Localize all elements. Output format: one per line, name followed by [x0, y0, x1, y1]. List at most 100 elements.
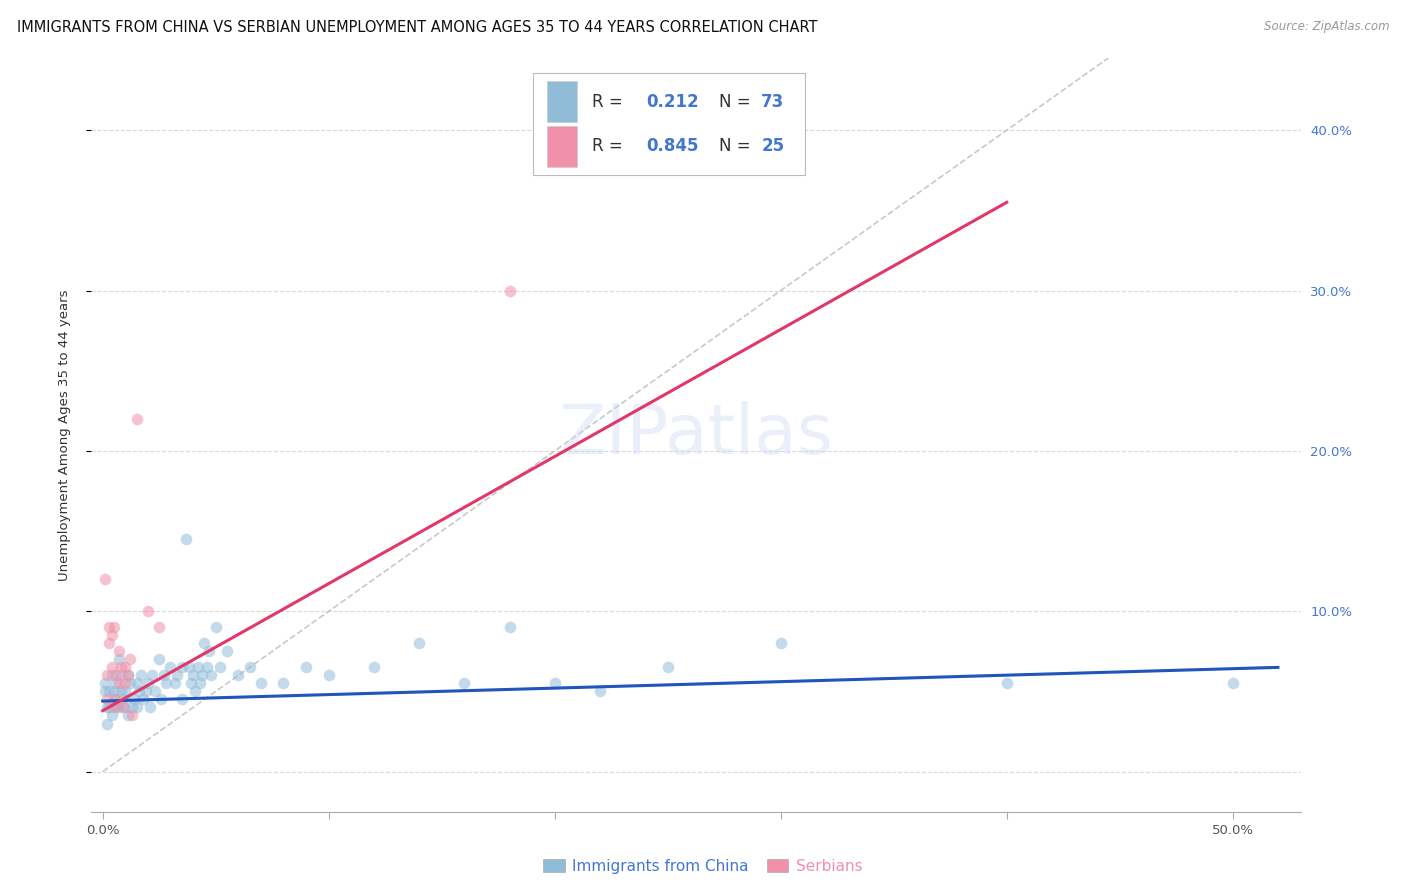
Point [110, 660, 132, 674]
Point [148, 620, 170, 634]
Point [96, 692, 118, 706]
Point [239, 660, 262, 674]
Point [498, 620, 520, 634]
Point [103, 692, 125, 706]
Point [103, 620, 125, 634]
Y-axis label: Unemployment Among Ages 35 to 44 years: Unemployment Among Ages 35 to 44 years [58, 289, 70, 581]
Point [176, 532, 198, 546]
Text: IMMIGRANTS FROM CHINA VS SERBIAN UNEMPLOYMENT AMONG AGES 35 TO 44 YEARS CORRELAT: IMMIGRANTS FROM CHINA VS SERBIAN UNEMPLO… [17, 20, 817, 35]
Text: 0.845: 0.845 [647, 137, 699, 155]
FancyBboxPatch shape [547, 126, 578, 167]
Point [121, 700, 143, 714]
Point [114, 660, 136, 674]
Point [98, 684, 121, 698]
Point [139, 700, 162, 714]
Point [110, 668, 132, 682]
Point [100, 660, 122, 674]
Text: 0.212: 0.212 [647, 93, 699, 111]
Point [98, 636, 121, 650]
Point [181, 668, 204, 682]
Point [226, 668, 249, 682]
Point [125, 676, 148, 690]
Legend: Immigrants from China, Serbians: Immigrants from China, Serbians [537, 853, 869, 880]
Point [589, 684, 612, 698]
Point [209, 660, 232, 674]
Point [141, 668, 163, 682]
Text: 25: 25 [761, 137, 785, 155]
Text: R =: R = [592, 137, 628, 155]
Point [100, 708, 122, 723]
Point [107, 644, 129, 658]
Point [107, 700, 129, 714]
Point [103, 700, 125, 714]
Point [1222, 676, 1244, 690]
Point [152, 668, 174, 682]
Point [121, 708, 143, 723]
Point [184, 684, 207, 698]
Text: 73: 73 [761, 93, 785, 111]
Point [166, 668, 188, 682]
Point [98, 700, 121, 714]
Point [198, 644, 221, 658]
Point [769, 636, 792, 650]
Point [94, 684, 117, 698]
Point [129, 668, 152, 682]
Point [107, 676, 129, 690]
Point [544, 676, 567, 690]
Point [657, 660, 679, 674]
Point [112, 692, 135, 706]
Point [117, 668, 139, 682]
Point [100, 668, 122, 682]
Point [96, 668, 118, 682]
Point [125, 700, 148, 714]
Point [118, 652, 141, 666]
Point [112, 700, 135, 714]
Point [150, 692, 173, 706]
Point [273, 676, 295, 690]
Point [159, 660, 181, 674]
Point [110, 684, 132, 698]
Text: N =: N = [718, 137, 756, 155]
Point [498, 284, 520, 298]
Point [163, 676, 186, 690]
Point [318, 668, 340, 682]
FancyBboxPatch shape [533, 73, 804, 175]
Point [180, 676, 202, 690]
Point [94, 572, 117, 586]
Point [132, 692, 155, 706]
Point [94, 676, 117, 690]
Point [155, 676, 177, 690]
Point [117, 708, 139, 723]
Point [114, 676, 136, 690]
Point [170, 660, 193, 674]
Point [200, 668, 222, 682]
Point [124, 692, 146, 706]
FancyBboxPatch shape [547, 81, 578, 122]
Point [98, 620, 121, 634]
Point [100, 628, 122, 642]
Point [136, 604, 159, 618]
Point [136, 676, 159, 690]
Point [191, 668, 214, 682]
Point [105, 700, 128, 714]
Point [215, 644, 238, 658]
Text: Source: ZipAtlas.com: Source: ZipAtlas.com [1264, 20, 1389, 33]
Point [170, 692, 193, 706]
Point [107, 652, 129, 666]
Point [103, 684, 125, 698]
Point [96, 716, 118, 731]
Point [105, 692, 128, 706]
Point [114, 684, 136, 698]
Point [250, 676, 273, 690]
Point [117, 668, 139, 682]
Text: R =: R = [592, 93, 628, 111]
Point [363, 660, 385, 674]
Point [118, 676, 141, 690]
Point [135, 684, 157, 698]
Point [188, 676, 211, 690]
Point [408, 636, 430, 650]
Point [193, 636, 215, 650]
Text: ZIPatlas: ZIPatlas [558, 401, 834, 468]
Point [96, 700, 118, 714]
Point [105, 668, 128, 682]
